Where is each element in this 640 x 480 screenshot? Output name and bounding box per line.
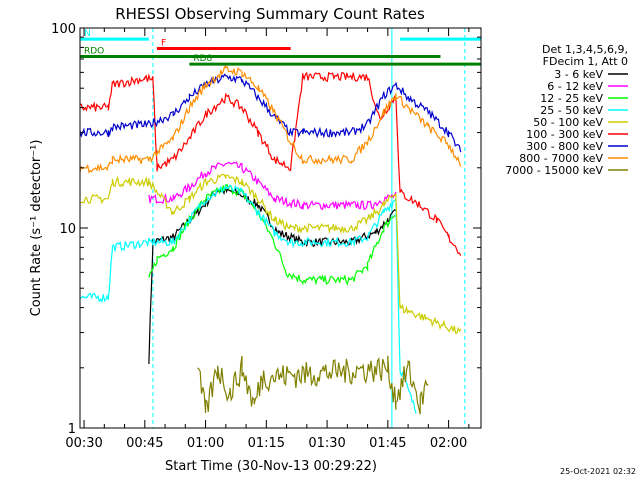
legend-label-3: 25 - 50 keV xyxy=(540,104,603,117)
x-tick-label-1: 00:45 xyxy=(126,436,163,451)
series-line-6 xyxy=(80,73,462,153)
series-line-7 xyxy=(80,65,462,174)
legend-label-5: 100 - 300 keV xyxy=(526,128,603,141)
legend-header-0: Det 1,3,4,5,6,9, xyxy=(542,43,628,56)
legend-header-1: FDecim 1, Att 0 xyxy=(543,55,628,68)
y-tick-label-0: 1 xyxy=(68,422,76,437)
state-bar-label-3: RDO xyxy=(84,47,104,57)
series-line-8 xyxy=(197,355,429,415)
legend-label-7: 800 - 7000 keV xyxy=(519,152,603,165)
x-tick-label-5: 01:45 xyxy=(369,436,406,451)
legend: Det 1,3,4,5,6,9,FDecim 1, Att 03 - 6 keV… xyxy=(505,43,628,177)
footer-timestamp: 25-Oct-2021 02:32 xyxy=(560,467,636,476)
plot-area: N F RDO RD8 xyxy=(80,28,481,428)
series-line-3 xyxy=(80,184,417,414)
chart-title: RHESSI Observing Summary Count Rates xyxy=(115,5,425,23)
y-tick-label-1: 10 xyxy=(59,222,76,237)
state-bar-label-0: N xyxy=(84,29,91,39)
series-line-1 xyxy=(148,161,397,211)
legend-label-6: 300 - 800 keV xyxy=(526,140,603,153)
x-axis-label: Start Time (30-Nov-13 00:29:22) xyxy=(165,459,377,474)
x-tick-label-2: 01:00 xyxy=(187,436,224,451)
state-bar-label-4: RD8 xyxy=(193,54,212,64)
x-tick-label-0: 00:30 xyxy=(65,436,102,451)
legend-label-8: 7000 - 15000 keV xyxy=(505,164,603,177)
legend-label-1: 6 - 12 keV xyxy=(547,80,603,93)
plot-frame xyxy=(79,27,482,429)
y-axis-label: Count Rate (s⁻¹ detector⁻¹) xyxy=(29,140,44,317)
legend-label-0: 3 - 6 keV xyxy=(554,68,603,81)
state-bar-label-2: F xyxy=(161,38,166,48)
x-tick-label-6: 02:00 xyxy=(430,436,467,451)
x-tick-label-3: 01:15 xyxy=(248,436,285,451)
series-line-4 xyxy=(80,173,462,334)
series-line-5 xyxy=(80,71,462,257)
y-tick-label-2: 100 xyxy=(51,22,76,37)
series-line-0 xyxy=(148,185,397,365)
axes: 00:30 00:45 01:00 01:15 01:30 01:45 02:00 1 10 10… xyxy=(51,22,482,451)
x-tick-label-4: 01:30 xyxy=(308,436,345,451)
legend-label-4: 50 - 100 keV xyxy=(533,116,603,129)
legend-label-2: 12 - 25 keV xyxy=(540,92,603,105)
series-group xyxy=(80,28,466,428)
